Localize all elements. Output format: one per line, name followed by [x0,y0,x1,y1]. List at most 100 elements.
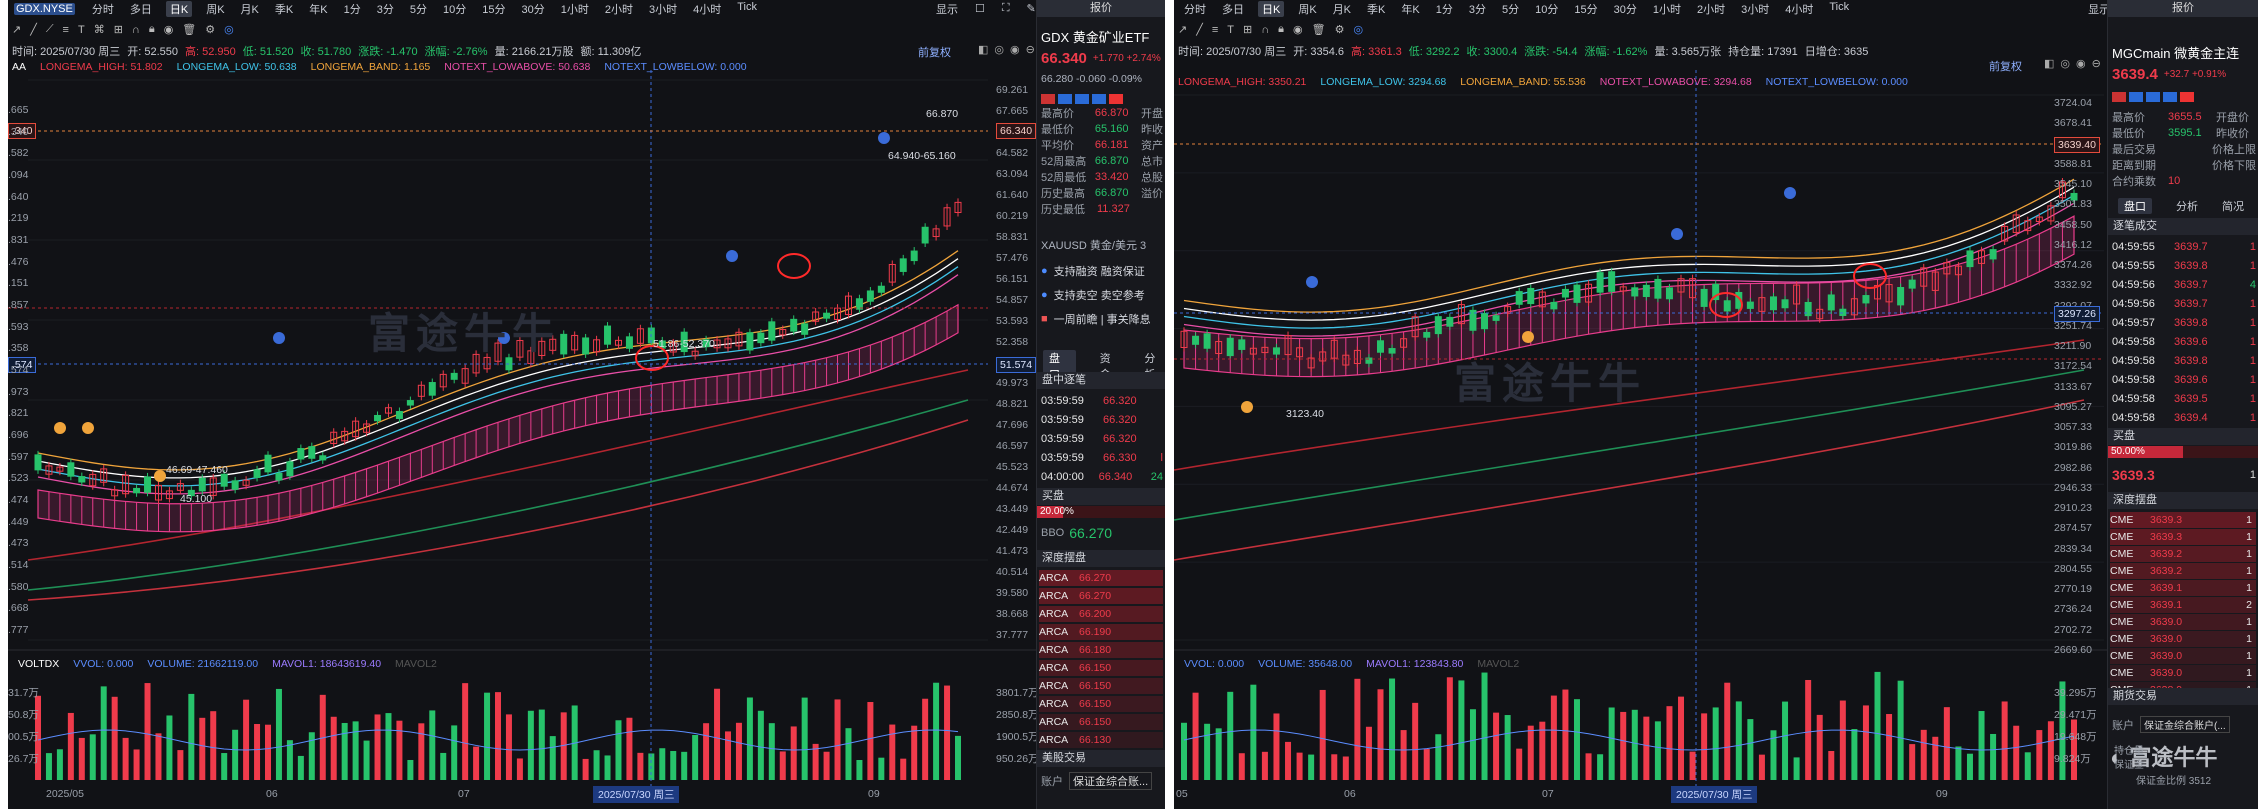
indicator-name[interactable]: AA [12,61,27,73]
quote-tab[interactable]: 简况 [2222,201,2244,213]
depth-title[interactable]: 深度摆盘 [1037,550,1165,567]
period-tab[interactable]: 3小时 [1741,3,1770,16]
period-tab[interactable]: 2小时 [1696,3,1726,16]
settings-icon[interactable]: ⚙ [205,24,216,36]
period-tab[interactable]: 15分 [482,3,506,16]
period-tab[interactable]: 日K [165,0,193,17]
period-tab[interactable]: 15分 [1574,3,1598,16]
period-tab[interactable]: 年K [1401,3,1420,16]
y-tick-label: 39.580 [996,587,1029,600]
period-tab[interactable]: 月K [240,3,259,16]
account-select[interactable]: 保证金综合账... [1069,771,1153,790]
quote-tab[interactable]: 分析 [2176,201,2198,213]
volume-name[interactable]: VOLTDX [18,658,60,670]
candle [1365,357,1373,364]
trash-icon[interactable]: 🗑︎ [182,24,197,36]
trade-qty: 24 [1150,470,1163,483]
cursor-icon[interactable]: ↗ [12,24,22,36]
depth-title[interactable]: 深度摆盘 [2108,492,2258,509]
ticker-label[interactable]: GDX.NYSE [14,2,75,15]
period-tab[interactable]: Tick [1829,0,1850,13]
fib-tool-icon[interactable]: ≡ [1211,23,1219,36]
period-tab[interactable]: 4小时 [1785,3,1814,16]
account-select[interactable]: 保证金综合账户(... [2140,716,2230,733]
trades-title[interactable]: 逐笔成交 [2108,218,2258,235]
eye-icon[interactable]: ◉ [1292,24,1303,36]
period-tab[interactable]: 1小时 [560,3,589,16]
trade-price: 3639.7 [2174,297,2208,310]
adjust-menu[interactable]: 前复权 [1989,61,2022,73]
depth-row: CME 3639.2 1 [2110,546,2256,562]
tag-item[interactable]: ● 支持融资 融资保证 [1041,262,1163,279]
period-tab[interactable]: 季K [274,3,294,16]
x-tick-label: 07 [1542,788,1554,800]
period-tab[interactable]: 2小时 [604,3,633,16]
period-tab[interactable]: 10分 [1535,3,1559,16]
magnet-icon[interactable]: ∩ [1261,23,1270,36]
period-tab[interactable]: 月K [1332,3,1352,16]
quote-header[interactable]: 报价 [2108,0,2258,17]
period-tab[interactable]: 年K [309,3,328,16]
adjust-menu[interactable]: 前复权 [918,47,951,59]
line-tool-icon[interactable]: ╱ [30,24,37,36]
period-tab[interactable]: 周K [206,3,225,16]
text-tool-icon[interactable]: T [1227,23,1234,36]
trash-icon[interactable]: 🗑︎ [1311,24,1326,36]
line-tool-icon[interactable]: ╱ [1196,24,1203,36]
period-tab[interactable]: 季K [1367,3,1386,16]
y-tick-label: 3678.41 [2054,117,2092,130]
period-tab[interactable]: 3分 [1468,3,1486,16]
period-tab[interactable]: 30分 [521,3,545,16]
quote-tab[interactable]: 盘口 [2118,198,2152,214]
eye-icon[interactable]: ◉ [163,24,174,36]
period-tab[interactable]: 5分 [1501,3,1520,16]
period-tab[interactable]: 5分 [409,3,427,16]
target-icon[interactable]: ◎ [1353,24,1364,36]
period-tab[interactable]: 周K [1298,3,1317,16]
period-tab[interactable]: 多日 [1222,3,1244,16]
period-tab[interactable]: 日K [1258,0,1285,17]
chart-controls-icon[interactable]: ◧◎◉⊖⊕ [978,44,1057,56]
period-tab[interactable]: Tick [737,0,757,13]
pen-icon[interactable]: ✎ [1026,3,1036,15]
checkbox-icon[interactable]: ☐ [974,3,985,15]
period-tab[interactable]: 3分 [376,3,394,16]
fullscreen-icon[interactable]: ⛶ [1001,2,1010,14]
text-tool-icon[interactable]: T [77,23,85,36]
right-price-chart[interactable] [1174,0,2258,809]
display-menu[interactable]: 显示 [2088,3,2111,16]
period-tab[interactable]: 30分 [1613,3,1637,16]
depth-exchange: ARCA [1039,644,1069,656]
display-menu[interactable]: 显示 [935,3,958,16]
period-tab[interactable]: 1分 [1435,3,1453,16]
ray-tool-icon[interactable]: ⟋ [45,23,54,35]
stat-label: 最后交易 [2112,143,2156,156]
fib-tool-icon[interactable]: ≡ [62,23,69,36]
tag-item[interactable]: ● 支持卖空 卖空参考 [1041,286,1163,303]
target-icon[interactable]: ◎ [224,24,234,36]
period-tab[interactable]: 10分 [442,3,467,16]
measure-icon[interactable]: ⊞ [113,24,123,36]
chart-controls-icon[interactable]: ◧◎◉⊖⊕ [2044,58,2123,70]
tag-item[interactable]: ■ 一周前瞻 | 事关降息 [1041,310,1163,327]
lock-icon[interactable]: 🔒︎ [148,23,155,35]
related-instrument[interactable]: XAUUSD 黄金/美元 3 [1041,239,1147,252]
measure-icon[interactable]: ⊞ [1243,24,1253,36]
y-tick-label: 2910.23 [2054,502,2092,515]
period-tab[interactable]: 4小时 [693,3,722,16]
period-tab[interactable]: 1小时 [1652,3,1681,16]
trades-title[interactable]: 盘中逐笔 [1037,372,1165,389]
settings-icon[interactable]: ⚙ [1334,24,1345,36]
period-tab[interactable]: 分时 [91,3,114,16]
period-tab[interactable]: 分时 [1184,3,1206,16]
pattern-tool-icon[interactable]: ⌘ [93,24,105,36]
period-tab[interactable]: 3小时 [648,3,678,16]
quote-header[interactable]: 报价 [1037,0,1165,17]
left-price-chart[interactable] [8,0,1165,809]
period-tab[interactable]: 多日 [129,3,152,16]
magnet-icon[interactable]: ∩ [131,23,140,36]
lock-icon[interactable]: 🔒︎ [1278,23,1284,35]
period-tab[interactable]: 1分 [343,3,361,16]
volume-bar [473,746,480,780]
cursor-icon[interactable]: ↗ [1178,24,1188,36]
